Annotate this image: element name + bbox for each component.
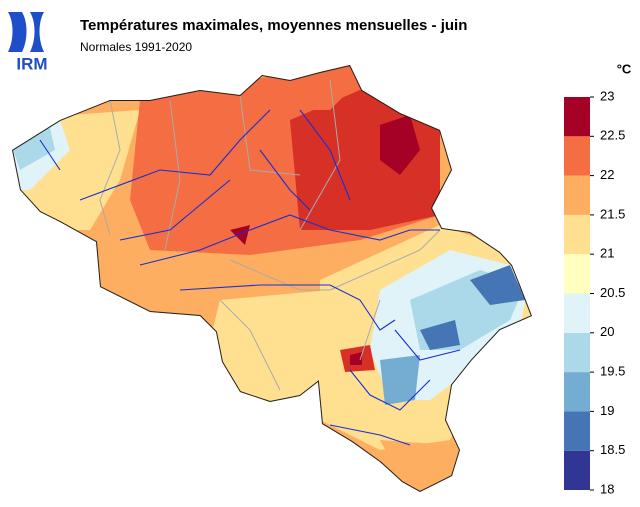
legend-tick-label: 18	[600, 481, 614, 496]
legend-bin	[564, 332, 590, 373]
legend-bin	[564, 175, 590, 215]
legend-tick-label: 19.5	[600, 364, 625, 379]
legend-bin	[564, 136, 590, 176]
legend-tick-label: 19	[600, 403, 614, 418]
logo-text: IRM	[16, 54, 47, 73]
legend-bin	[564, 450, 590, 490]
subtitle: Normales 1991-2020	[80, 40, 192, 54]
legend-tick-label: 22	[600, 167, 614, 182]
legend-bin	[564, 214, 590, 255]
legend: 18 18.5 19 19.5 20 20.5 21 21.5 22 22.5 23	[564, 88, 625, 496]
legend-bin	[564, 254, 590, 294]
legend-tick-label: 20.5	[600, 285, 625, 300]
legend-tick-label: 21	[600, 246, 614, 261]
legend-tick-label: 18.5	[600, 442, 625, 457]
legend-tick-label: 22.5	[600, 128, 625, 143]
legend-bin	[564, 372, 590, 412]
legend-tick-label: 21.5	[600, 206, 625, 221]
title: Températures maximales, moyennes mensuel…	[80, 17, 467, 34]
map	[12, 65, 532, 492]
legend-tick-label: 20	[600, 324, 614, 339]
legend-tick-label: 23	[600, 88, 614, 103]
legend-bin	[564, 293, 590, 333]
legend-bin	[564, 97, 590, 137]
legend-unit: °C	[617, 61, 632, 76]
legend-bin	[564, 411, 590, 451]
logo: IRM	[8, 12, 48, 73]
